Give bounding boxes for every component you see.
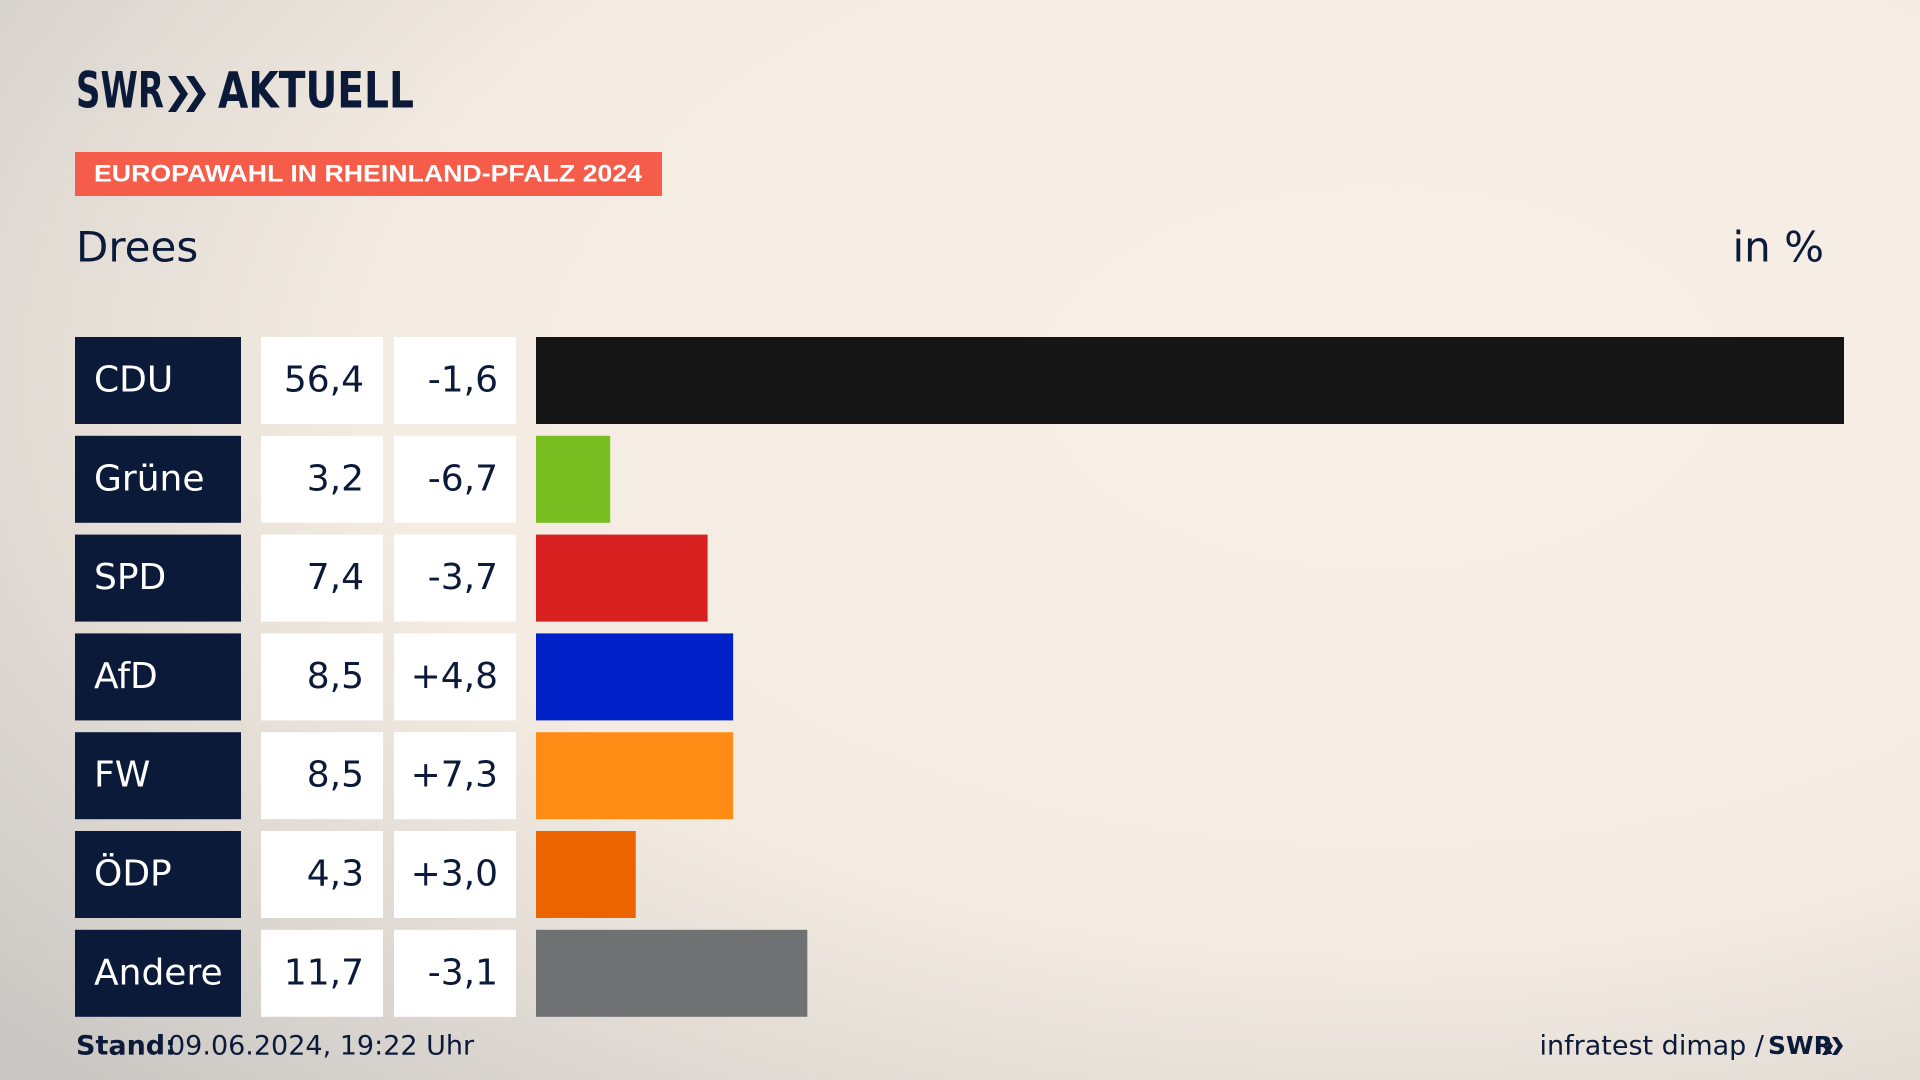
change-box <box>394 534 516 622</box>
change-box <box>394 435 516 523</box>
change-box <box>394 337 516 424</box>
logo-brand: SWR <box>76 62 164 120</box>
value-box <box>261 633 383 721</box>
bar <box>536 929 808 1017</box>
rows: CDU 56,4 -1,6 Grüne 3,2 -6,7 SPD 7,4 -3,7 AfD 8,5 +… <box>75 337 1844 1017</box>
change-label: -3,1 <box>428 952 498 993</box>
value-label: 3,2 <box>307 458 364 499</box>
bar <box>536 831 636 918</box>
logo-chevrons <box>168 76 206 112</box>
party-label: CDU <box>94 360 173 401</box>
change-box <box>394 633 516 721</box>
value-box <box>261 831 383 918</box>
source: infratest dimap / <box>1539 1031 1764 1062</box>
bar <box>536 337 1844 424</box>
title-badge <box>75 152 662 196</box>
party-box <box>75 534 241 622</box>
source-brand: SWR <box>1768 1031 1833 1060</box>
source-chevrons <box>1822 1037 1843 1055</box>
party-box <box>75 337 241 424</box>
change-label: +7,3 <box>411 755 498 796</box>
bar <box>536 534 708 622</box>
change-box <box>394 732 516 820</box>
stand-date: 09.06.2024, 19:22 Uhr <box>168 1031 475 1062</box>
bar <box>536 435 611 523</box>
value-box <box>261 435 383 523</box>
chart-subtitle: Drees <box>76 223 198 272</box>
value-label: 4,3 <box>307 854 364 895</box>
bar <box>536 732 734 820</box>
change-box <box>394 831 516 918</box>
change-label: -6,7 <box>428 458 498 499</box>
party-label: Grüne <box>94 458 204 499</box>
chart-title: EUROPAWAHL IN RHEINLAND-PFALZ 2024 <box>94 160 643 187</box>
value-box <box>261 337 383 424</box>
change-label: +4,8 <box>411 656 498 697</box>
stand-label: Stand: <box>76 1031 176 1062</box>
party-label: SPD <box>94 557 166 598</box>
value-box <box>261 534 383 622</box>
value-box <box>261 929 383 1017</box>
party-label: FW <box>94 755 150 796</box>
change-label: -1,6 <box>428 360 498 401</box>
party-label: Andere <box>94 952 223 993</box>
party-label: AfD <box>94 656 158 697</box>
bar <box>536 633 734 721</box>
change-label: +3,0 <box>411 854 498 895</box>
party-box <box>75 831 241 918</box>
party-label: ÖDP <box>94 853 172 895</box>
value-label: 56,4 <box>284 360 364 401</box>
party-box <box>75 732 241 820</box>
change-box <box>394 929 516 1017</box>
change-label: -3,7 <box>428 557 498 598</box>
value-label: 7,4 <box>307 557 364 598</box>
unit-label: in % <box>1732 223 1824 272</box>
value-label: 11,7 <box>284 952 364 993</box>
value-label: 8,5 <box>307 656 364 697</box>
party-box <box>75 435 241 523</box>
value-label: 8,5 <box>307 755 364 796</box>
logo-product: AKTUELL <box>218 62 414 120</box>
party-box <box>75 633 241 721</box>
value-box <box>261 732 383 820</box>
party-box <box>75 929 241 1017</box>
